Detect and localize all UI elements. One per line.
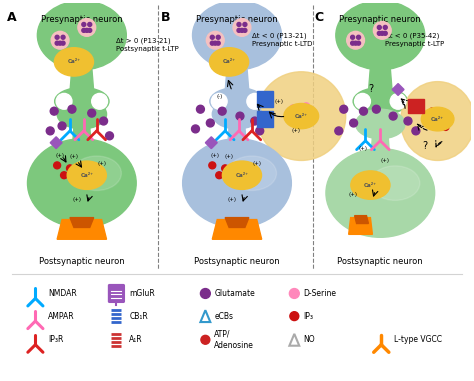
- Text: mGluR: mGluR: [129, 289, 155, 298]
- Ellipse shape: [88, 22, 92, 26]
- Ellipse shape: [88, 29, 92, 32]
- Text: Ca²⁺: Ca²⁺: [223, 59, 236, 64]
- Ellipse shape: [57, 99, 107, 129]
- Bar: [257, 111, 273, 127]
- Text: CB₁R: CB₁R: [129, 312, 148, 321]
- Polygon shape: [392, 83, 404, 95]
- Ellipse shape: [247, 93, 263, 109]
- Text: Ca²⁺: Ca²⁺: [431, 117, 444, 122]
- Ellipse shape: [290, 105, 297, 112]
- Ellipse shape: [210, 48, 249, 76]
- Ellipse shape: [55, 48, 93, 76]
- Text: (+): (+): [381, 158, 390, 163]
- Ellipse shape: [192, 1, 282, 70]
- Ellipse shape: [61, 35, 65, 39]
- Ellipse shape: [222, 165, 228, 172]
- Text: (+): (+): [252, 161, 261, 166]
- Ellipse shape: [439, 111, 446, 118]
- Polygon shape: [70, 218, 94, 227]
- Ellipse shape: [222, 161, 262, 189]
- Ellipse shape: [67, 161, 106, 189]
- Ellipse shape: [66, 165, 73, 172]
- Text: Δt > 0 (P13-21)
Postsynaptic t-LTP: Δt > 0 (P13-21) Postsynaptic t-LTP: [117, 37, 179, 52]
- Ellipse shape: [257, 72, 346, 160]
- Ellipse shape: [210, 35, 214, 39]
- Text: NMDAR: NMDAR: [48, 289, 77, 298]
- Ellipse shape: [88, 109, 96, 117]
- Ellipse shape: [233, 19, 251, 36]
- Ellipse shape: [290, 288, 299, 298]
- Ellipse shape: [243, 29, 247, 32]
- Ellipse shape: [191, 125, 200, 133]
- Ellipse shape: [37, 1, 126, 70]
- Ellipse shape: [206, 31, 224, 49]
- Ellipse shape: [211, 93, 227, 109]
- Polygon shape: [50, 137, 62, 149]
- Bar: [408, 99, 424, 113]
- Text: Ca²⁺: Ca²⁺: [364, 182, 377, 187]
- Text: (-): (-): [216, 94, 222, 99]
- Polygon shape: [225, 67, 249, 91]
- Ellipse shape: [46, 127, 54, 135]
- Text: IP₃R: IP₃R: [48, 335, 64, 344]
- Ellipse shape: [201, 288, 210, 298]
- Polygon shape: [355, 216, 368, 224]
- Ellipse shape: [55, 88, 109, 115]
- Ellipse shape: [68, 105, 76, 113]
- Ellipse shape: [210, 41, 214, 45]
- Text: Postsynaptic neuron: Postsynaptic neuron: [39, 257, 125, 266]
- Text: (+): (+): [69, 154, 78, 159]
- Ellipse shape: [360, 107, 367, 115]
- Text: L-type VGCC: L-type VGCC: [394, 335, 442, 344]
- Ellipse shape: [61, 172, 67, 179]
- Ellipse shape: [256, 127, 264, 135]
- Ellipse shape: [58, 122, 66, 130]
- Polygon shape: [57, 219, 107, 239]
- Ellipse shape: [377, 26, 381, 29]
- Ellipse shape: [240, 29, 244, 32]
- Ellipse shape: [27, 139, 136, 227]
- Ellipse shape: [412, 127, 420, 135]
- Ellipse shape: [374, 21, 391, 39]
- Ellipse shape: [351, 41, 355, 45]
- Ellipse shape: [216, 35, 220, 39]
- Text: Glutamate: Glutamate: [214, 289, 255, 298]
- FancyBboxPatch shape: [109, 285, 124, 303]
- Ellipse shape: [429, 108, 436, 115]
- Ellipse shape: [78, 19, 96, 36]
- Ellipse shape: [210, 88, 264, 115]
- Ellipse shape: [212, 99, 262, 129]
- Polygon shape: [205, 137, 217, 149]
- Ellipse shape: [350, 119, 357, 127]
- Ellipse shape: [383, 26, 387, 29]
- Polygon shape: [370, 137, 390, 163]
- Text: IP₃: IP₃: [303, 312, 313, 321]
- Ellipse shape: [351, 35, 355, 39]
- Text: (+): (+): [211, 153, 220, 158]
- Ellipse shape: [56, 93, 72, 109]
- Text: (+): (+): [348, 192, 357, 197]
- Ellipse shape: [251, 117, 259, 125]
- Ellipse shape: [346, 31, 365, 49]
- Ellipse shape: [216, 41, 220, 45]
- Ellipse shape: [201, 335, 210, 344]
- Ellipse shape: [373, 105, 380, 113]
- Text: D-Serine: D-Serine: [303, 289, 336, 298]
- Ellipse shape: [326, 149, 435, 237]
- Ellipse shape: [78, 177, 85, 184]
- Text: (+): (+): [274, 99, 283, 104]
- Ellipse shape: [54, 162, 61, 169]
- Ellipse shape: [243, 22, 247, 26]
- Ellipse shape: [82, 29, 86, 32]
- Text: (+): (+): [292, 128, 301, 133]
- Text: (+): (+): [73, 197, 82, 202]
- Ellipse shape: [227, 156, 276, 190]
- Ellipse shape: [55, 35, 59, 39]
- Ellipse shape: [404, 117, 412, 125]
- Text: (+): (+): [358, 146, 367, 151]
- Ellipse shape: [377, 31, 381, 35]
- Ellipse shape: [216, 172, 223, 179]
- Ellipse shape: [50, 107, 58, 115]
- Text: (+): (+): [228, 197, 237, 202]
- Ellipse shape: [244, 167, 250, 174]
